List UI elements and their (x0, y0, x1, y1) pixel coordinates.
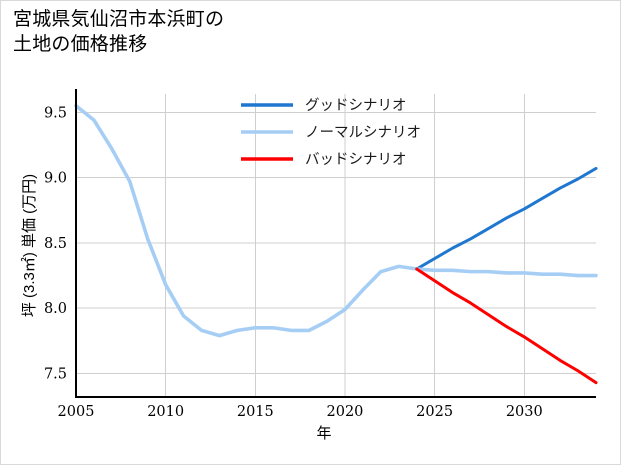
y-tick-label: 8.0 (44, 301, 67, 317)
x-tick-label: 2030 (506, 404, 543, 420)
legend-label-ノーマルシナリオ[interactable]: ノーマルシナリオ (305, 125, 421, 141)
series-group (74, 103, 598, 385)
y-tick-label: 9.0 (44, 171, 67, 187)
axes-group (74, 89, 596, 399)
x-tick-label: 2020 (327, 404, 364, 420)
series-line-ノーマルシナリオ (74, 103, 598, 338)
gridlines-group (75, 94, 596, 397)
y-axis-title: 坪 (3.3㎡) 単価 (万円) (21, 174, 38, 317)
y-tick-label: 7.5 (44, 366, 67, 382)
x-tick-label: 2010 (147, 404, 184, 420)
legend-label-グッドシナリオ[interactable]: グッドシナリオ (305, 97, 407, 114)
axis-titles-group: 年 坪 (3.3㎡) 単価 (万円) (21, 174, 332, 442)
y-tick-label: 8.5 (44, 236, 67, 252)
x-tick-label: 2015 (237, 404, 274, 420)
x-axis-title: 年 (316, 425, 331, 442)
y-tick-label: 9.5 (44, 105, 67, 121)
legend-label-バッドシナリオ[interactable]: バッドシナリオ (305, 152, 407, 168)
x-tick-label: 2025 (416, 404, 453, 420)
x-tick-label: 2005 (58, 404, 95, 420)
series-line-グッドシナリオ (415, 166, 598, 271)
page-title: 宮城県気仙沼市本浜町の 土地の価格推移 (13, 9, 225, 56)
tick-labels-group: 7.5 8.0 8.5 9.0 9.5 2005 2010 2015 2020 2025 2030 (44, 105, 543, 420)
series-line-バッドシナリオ (415, 267, 598, 385)
